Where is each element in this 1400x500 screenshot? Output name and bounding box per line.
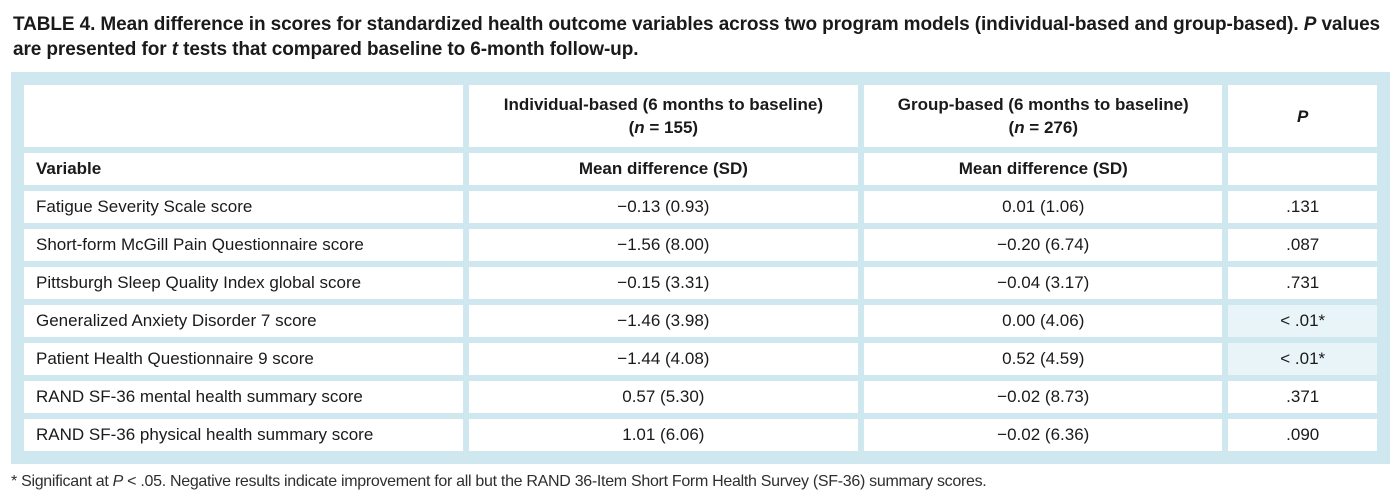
variable-header-cell: Variable <box>24 153 463 185</box>
table-row-pittsburgh: Pittsburgh Sleep Quality Index global sc… <box>24 267 1377 299</box>
empty-p-subheader-cell <box>1228 153 1377 185</box>
group-value: −0.04 (3.17) <box>864 267 1223 299</box>
caption-t-italic: t <box>171 39 178 60</box>
individual-header-n: (n = 155) <box>628 118 699 137</box>
p-value: .131 <box>1228 191 1377 223</box>
footnote-text-1: * Significant at <box>11 473 113 490</box>
n-italic: n <box>1014 118 1025 137</box>
variable-name: Fatigue Severity Scale score <box>24 191 463 223</box>
group-value: −0.02 (6.36) <box>864 419 1223 451</box>
p-header-label: P <box>1297 106 1309 126</box>
individual-value: −1.56 (8.00) <box>468 229 859 261</box>
table-row-phq9: Patient Health Questionnaire 9 score −1.… <box>24 343 1377 375</box>
caption-text-2: values are presented for <box>13 14 1381 60</box>
table-number-label: TABLE 4. <box>13 14 96 35</box>
outcomes-table: Individual-based (6 months to baseline) … <box>18 79 1383 457</box>
variable-name: RAND SF-36 mental health summary score <box>24 381 463 413</box>
individual-column-header: Individual-based (6 months to baseline) … <box>468 85 859 147</box>
footnote-p-italic: P <box>112 473 124 490</box>
group-value: 0.01 (1.06) <box>864 191 1223 223</box>
table-row-mcgill: Short-form McGill Pain Questionnaire sco… <box>24 229 1377 261</box>
group-value: 0.00 (4.06) <box>864 305 1223 337</box>
p-value-significant: < .01* <box>1228 305 1377 337</box>
mean-diff-header-individual: Mean difference (SD) <box>468 153 859 185</box>
caption-p-italic: P <box>1303 14 1317 35</box>
individual-value: −1.44 (4.08) <box>468 343 859 375</box>
caption-text-1: Mean difference in scores for standardiz… <box>95 14 1304 35</box>
group-header-line1: Group-based (6 months to baseline) <box>897 95 1189 114</box>
empty-corner-cell <box>24 85 463 147</box>
table-row-sf36-mental: RAND SF-36 mental health summary score 0… <box>24 381 1377 413</box>
mean-diff-header-group: Mean difference (SD) <box>864 153 1223 185</box>
sub-header-row: Variable Mean difference (SD) Mean diffe… <box>24 153 1377 185</box>
p-value: .090 <box>1228 419 1377 451</box>
table-row-gad7: Generalized Anxiety Disorder 7 score −1.… <box>24 305 1377 337</box>
variable-name: RAND SF-36 physical health summary score <box>24 419 463 451</box>
table-row-fatigue: Fatigue Severity Scale score −0.13 (0.93… <box>24 191 1377 223</box>
p-value: .371 <box>1228 381 1377 413</box>
group-column-header: Group-based (6 months to baseline) (n = … <box>864 85 1223 147</box>
p-value: .087 <box>1228 229 1377 261</box>
group-value: 0.52 (4.59) <box>864 343 1223 375</box>
group-value: −0.02 (8.73) <box>864 381 1223 413</box>
variable-name: Short-form McGill Pain Questionnaire sco… <box>24 229 463 261</box>
variable-name: Generalized Anxiety Disorder 7 score <box>24 305 463 337</box>
individual-value: −1.46 (3.98) <box>468 305 859 337</box>
table-footnote: * Significant at P < .05. Negative resul… <box>11 473 1400 491</box>
group-header-n: (n = 276) <box>1008 118 1078 137</box>
individual-header-line1: Individual-based (6 months to baseline) <box>503 95 823 114</box>
caption-text-3: tests that compared baseline to 6-month … <box>177 39 639 60</box>
variable-name: Pittsburgh Sleep Quality Index global sc… <box>24 267 463 299</box>
individual-value: 0.57 (5.30) <box>468 381 859 413</box>
outcomes-table-frame: Individual-based (6 months to baseline) … <box>11 72 1390 464</box>
table-caption: TABLE 4. Mean difference in scores for s… <box>0 0 1400 70</box>
individual-value: 1.01 (6.06) <box>468 419 859 451</box>
variable-name: Patient Health Questionnaire 9 score <box>24 343 463 375</box>
individual-value: −0.13 (0.93) <box>468 191 859 223</box>
n-italic: n <box>634 118 645 137</box>
group-value: −0.20 (6.74) <box>864 229 1223 261</box>
column-header-row: Individual-based (6 months to baseline) … <box>24 85 1377 147</box>
footnote-text-2: < .05. Negative results indicate improve… <box>123 473 987 490</box>
p-value: .731 <box>1228 267 1377 299</box>
p-value-significant: < .01* <box>1228 343 1377 375</box>
p-column-header: P <box>1228 85 1377 147</box>
table-row-sf36-physical: RAND SF-36 physical health summary score… <box>24 419 1377 451</box>
individual-value: −0.15 (3.31) <box>468 267 859 299</box>
